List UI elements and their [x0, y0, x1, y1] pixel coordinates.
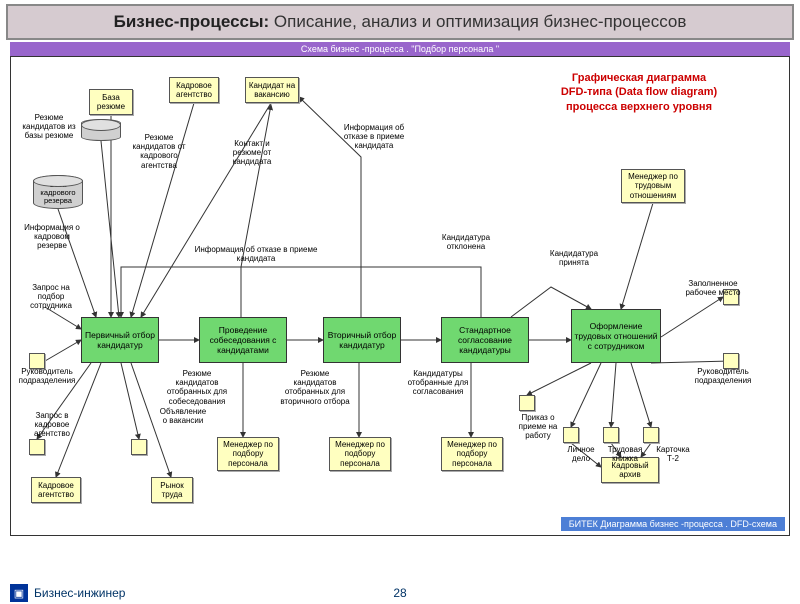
- flow-label-12: Информация об отказе в приеме кандидата: [191, 245, 321, 263]
- flow-label-16: Руководитель подразделения: [691, 367, 755, 385]
- flow-label-11: Информация об отказе в приеме кандидата: [337, 123, 411, 151]
- actor-a5: Менеджер по подбору персонала: [217, 437, 279, 471]
- process-p4: Стандартное согласование кандидатуры: [441, 317, 529, 363]
- connector-box-6: [643, 427, 659, 443]
- actor-a2: Кадровое агентство: [169, 77, 219, 103]
- connector-box-1: [29, 439, 45, 455]
- flow-label-8: Резюме кандидатов отобранных для собесед…: [161, 369, 233, 406]
- actor-a6: Менеджер по подбору персонала: [329, 437, 391, 471]
- page-title: Бизнес-процессы: Описание, анализ и опти…: [6, 4, 794, 40]
- actor-a7: Менеджер по подбору персонала: [441, 437, 503, 471]
- flow-label-20: Карточка Т-2: [651, 445, 695, 463]
- annot-line2: DFD-типа (Data flow diagram): [529, 85, 749, 99]
- flow-label-9: Резюме кандидатов отобранных для вторичн…: [279, 369, 351, 406]
- flow-label-2: Контакт и резюме от кандидата: [225, 139, 279, 167]
- datastore-db1: База кадрового резерва: [33, 175, 83, 209]
- process-p2: Проведение собеседования с кандидатами: [199, 317, 287, 363]
- flow-label-3: Информация о кадровом резерве: [21, 223, 83, 251]
- flow-label-4: Запрос на подбор сотрудника: [25, 283, 77, 311]
- connector-box-4: [563, 427, 579, 443]
- annot-line1: Графическая диаграмма: [529, 71, 749, 85]
- flow-label-13: Кандидатура отклонена: [435, 233, 497, 251]
- connector-box-5: [603, 427, 619, 443]
- flow-label-10: Кандидатуры отобранные для согласования: [401, 369, 475, 397]
- scheme-title-bar: Схема бизнес -процесса . "Подбор персона…: [10, 42, 790, 56]
- flow-label-0: Резюме кандидатов из базы резюме: [21, 113, 77, 141]
- flow-label-6: Запрос в кадровое агентство: [25, 411, 79, 439]
- flow-label-1: Резюме кандидатов от кадрового агентства: [127, 133, 191, 170]
- page-number: 28: [393, 586, 406, 600]
- flow-label-17: Приказ о приеме на работу: [513, 413, 563, 441]
- diagram-annotation: Графическая диаграмма DFD-типа (Data flo…: [529, 71, 749, 114]
- actor-a1: База резюме: [89, 89, 133, 115]
- annot-line3: процесса верхнего уровня: [529, 100, 749, 114]
- diagram-footer-bar: БИТЕК Диаграмма бизнес -процесса . DFD-с…: [561, 517, 785, 531]
- logo-icon: ▣: [10, 584, 28, 602]
- actor-a9: Кадровое агентство: [31, 477, 81, 503]
- process-p5: Оформление трудовых отношений с сотрудни…: [571, 309, 661, 363]
- flow-label-15: Заполненное рабочее место: [681, 279, 745, 297]
- actor-a3: Кандидат на вакансию: [245, 77, 299, 103]
- actor-a10: Рынок труда: [151, 477, 193, 503]
- flow-label-5: Руководитель подразделения: [17, 367, 77, 385]
- flow-label-19: Трудовая книжка: [605, 445, 645, 463]
- flow-label-7: Объявление о вакансии: [157, 407, 209, 425]
- actor-a4: Менеджер по трудовым отношениям: [621, 169, 685, 203]
- connector-box-2: [131, 439, 147, 455]
- diagram-canvas: Графическая диаграмма DFD-типа (Data flo…: [10, 56, 790, 536]
- datastore-db2: [81, 119, 121, 141]
- connector-box-3: [519, 395, 535, 411]
- process-p3: Вторичный отбор кандидатур: [323, 317, 401, 363]
- title-rest: Описание, анализ и оптимизация бизнес-пр…: [269, 12, 686, 31]
- flow-label-18: Личное дело: [563, 445, 599, 463]
- title-bold: Бизнес-процессы:: [114, 12, 270, 31]
- page-footer: ▣ Бизнес-инжинер 28: [10, 584, 790, 602]
- flow-label-14: Кандидатура принята: [545, 249, 603, 267]
- process-p1: Первичный отбор кандидатур: [81, 317, 159, 363]
- footer-text: Бизнес-инжинер: [34, 586, 125, 600]
